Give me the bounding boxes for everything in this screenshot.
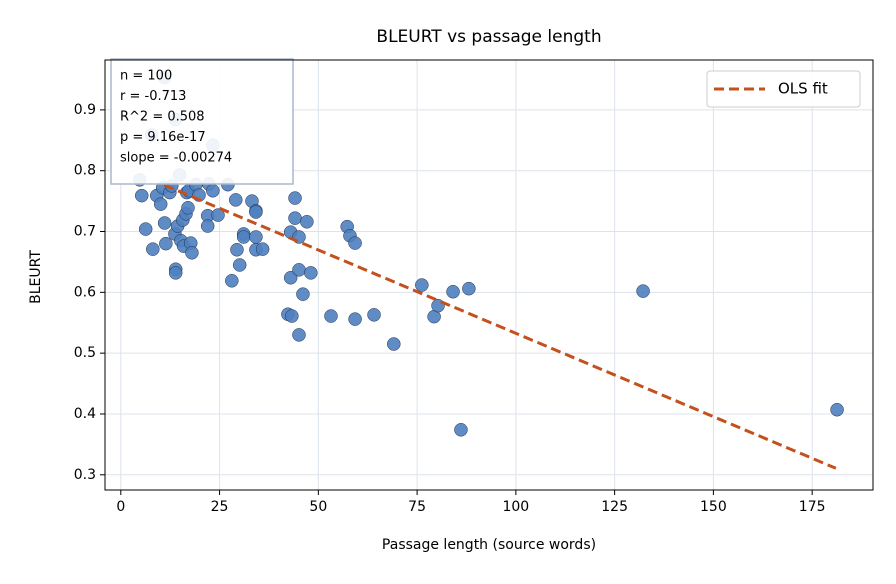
scatter-point — [181, 201, 195, 215]
scatter-point — [157, 216, 172, 230]
scatter-point — [249, 205, 263, 219]
x-tick-label: 50 — [309, 499, 327, 515]
scatter-point — [636, 284, 650, 298]
y-axis-label: BLEURT — [28, 250, 44, 304]
scatter-point — [230, 243, 244, 257]
x-axis-label: Passage length (source words) — [382, 537, 596, 553]
scatter-point — [153, 197, 168, 211]
scatter-point — [283, 270, 298, 285]
scatter-point — [225, 274, 239, 288]
annotation-box — [110, 58, 294, 185]
x-tick-label: 75 — [408, 499, 426, 515]
scatter-point — [292, 263, 306, 277]
x-tick-label: 175 — [799, 499, 826, 515]
scatter-point — [387, 337, 401, 351]
scatter-point — [185, 246, 199, 260]
scatter-point — [168, 266, 183, 280]
scatter-point — [138, 222, 153, 236]
y-tick-label: 0.5 — [74, 345, 96, 361]
x-tick-label: 100 — [502, 499, 529, 515]
scatter-point — [462, 281, 476, 296]
scatter-point — [296, 287, 310, 301]
y-tick-label: 0.4 — [74, 406, 96, 422]
scatter-point — [285, 309, 299, 323]
scatter-point — [304, 266, 318, 280]
scatter-point — [446, 284, 460, 299]
scatter-point — [236, 230, 251, 244]
scatter-point — [255, 242, 270, 256]
scatter-point — [454, 423, 468, 437]
legend-box — [706, 70, 861, 108]
y-tick-label: 0.8 — [74, 163, 96, 179]
y-tick-label: 0.9 — [74, 102, 96, 118]
scatter-point — [146, 242, 160, 256]
scatter-point — [367, 308, 381, 322]
chart-title: BLEURT vs passage length — [376, 27, 601, 47]
scatter-point — [134, 188, 149, 203]
scatter-point — [249, 230, 263, 244]
y-tick-label: 0.6 — [74, 284, 96, 300]
scatter-point — [211, 208, 225, 222]
x-tick-label: 0 — [116, 499, 125, 515]
scatter-point — [206, 184, 220, 198]
scatter-point — [292, 230, 306, 244]
scatter-point — [415, 278, 429, 292]
x-tick-label: 125 — [601, 499, 628, 515]
annotation-text: n = 100 — [120, 69, 172, 84]
scatter-point — [300, 215, 314, 229]
scatter-point — [229, 193, 243, 207]
x-tick-label: 150 — [700, 499, 727, 515]
scatter-point — [348, 236, 362, 250]
y-tick-label: 0.3 — [74, 467, 96, 483]
scatter-point — [292, 328, 306, 342]
scatter-point — [288, 211, 302, 225]
scatter-point — [159, 236, 173, 251]
annotation-text: p = 9.16e-17 — [120, 130, 206, 145]
annotation-text: r = -0.713 — [120, 89, 186, 104]
fit-line — [163, 183, 837, 470]
legend-label: OLS fit — [778, 80, 828, 98]
plot-frame — [104, 59, 874, 491]
y-tick-label: 0.7 — [74, 224, 96, 240]
scatter-point — [232, 258, 247, 272]
scatter-point — [288, 191, 302, 205]
scatter-point — [830, 402, 844, 417]
annotation-text: slope = -0.00274 — [120, 151, 232, 166]
scatter-point — [348, 312, 362, 326]
scatter-point — [200, 219, 215, 233]
annotation-text: R^2 = 0.508 — [120, 110, 205, 125]
scatter-point — [324, 309, 338, 323]
x-tick-label: 25 — [211, 499, 229, 515]
